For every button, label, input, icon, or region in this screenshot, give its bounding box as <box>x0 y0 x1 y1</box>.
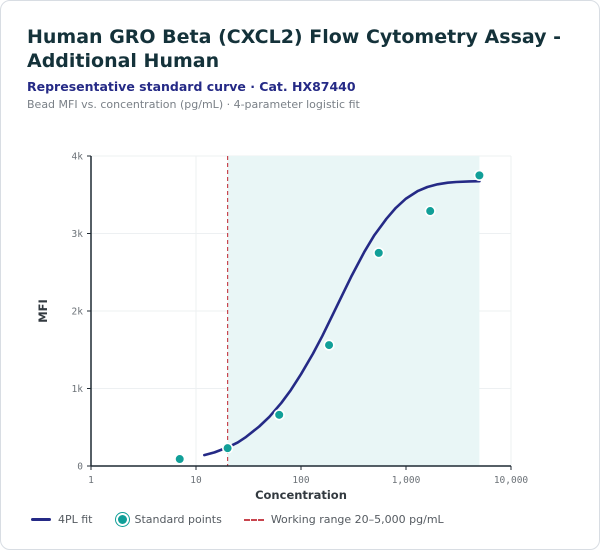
legend-label-range: Working range 20–5,000 pg/mL <box>270 513 444 526</box>
legend-item-range: Working range 20–5,000 pg/mL <box>243 513 444 526</box>
legend-dash-swatch <box>243 518 264 521</box>
x-tick-label: 1,000 <box>392 475 421 486</box>
legend-label-fit: 4PL fit <box>58 513 93 526</box>
chart-title: Human GRO Beta (CXCL2) Flow Cytometry As… <box>27 26 561 72</box>
legend: 4PL fit Standard points Working range 20… <box>31 513 466 526</box>
chart-caption: Bead MFI vs. concentration (pg/mL) · 4-p… <box>27 98 360 111</box>
y-tick-label: 3k <box>72 229 84 240</box>
legend-item-points: Standard points <box>115 513 222 526</box>
standard-point <box>273 409 285 421</box>
legend-line-swatch <box>31 518 51 521</box>
y-tick-label: 0 <box>77 462 83 473</box>
standard-point <box>323 339 335 351</box>
legend-item-fit: 4PL fit <box>31 513 93 526</box>
standard-point <box>473 169 485 181</box>
chart-subtitle: Representative standard curve · Cat. HX8… <box>27 79 356 94</box>
standard-point <box>373 247 385 259</box>
legend-label-points: Standard points <box>134 513 222 526</box>
x-tick-label: 1 <box>88 475 94 486</box>
y-tick-label: 1k <box>72 384 84 395</box>
working-range-band <box>227 156 480 466</box>
x-axis-title: Concentration <box>255 488 347 502</box>
standard-point <box>222 442 234 454</box>
standard-point <box>174 453 186 465</box>
standard-point <box>424 205 436 217</box>
x-tick-label: 10,000 <box>494 475 529 486</box>
y-tick-label: 2k <box>72 307 84 318</box>
x-tick-label: 10 <box>190 475 202 486</box>
legend-dot-swatch <box>117 515 127 524</box>
y-tick-label: 4k <box>72 152 84 163</box>
fit-curve <box>203 179 481 457</box>
y-axis-title: MFI <box>36 299 50 323</box>
x-tick-label: 100 <box>292 475 309 486</box>
